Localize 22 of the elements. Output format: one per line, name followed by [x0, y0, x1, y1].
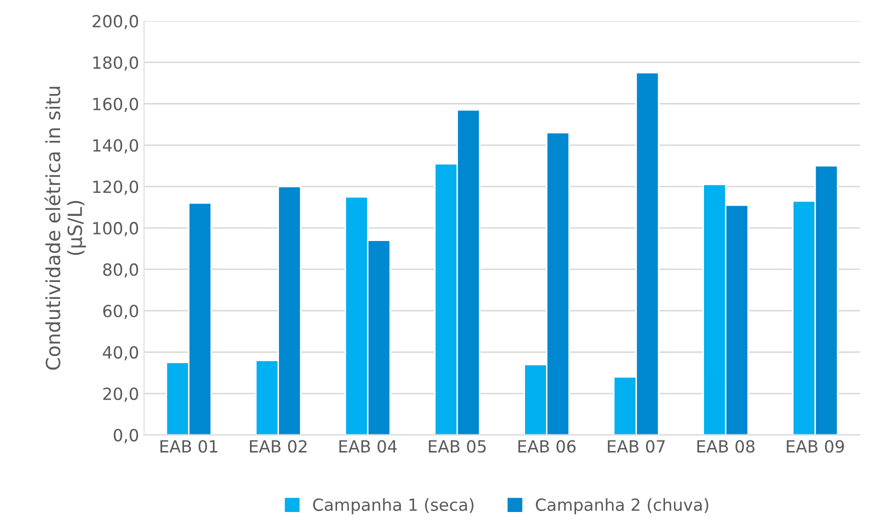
legend-label: Campanha 2 (chuva)	[536, 498, 708, 514]
y-axis-title: Condutividade elétrica in situ (µS/L)	[44, 86, 86, 370]
x-tick-label: EAB 07	[608, 440, 665, 453]
x-tick-label: EAB 01	[160, 440, 218, 453]
x-tick-label: EAB 09	[786, 440, 844, 453]
x-tick-label: EAB 02	[250, 440, 307, 453]
x-tick-label: EAB 05	[428, 440, 486, 453]
x-tick-label: EAB 08	[697, 440, 754, 453]
y-tick-label: 140,0	[93, 139, 138, 154]
y-tick-label: 60,0	[103, 304, 138, 319]
legend-label: Campanha 1 (seca)	[313, 498, 474, 514]
y-tick-label: 20,0	[103, 387, 138, 402]
y-tick-label: 200,0	[92, 14, 138, 30]
y-tick-label: 0,0	[114, 428, 138, 444]
y-tick-label: 80,0	[103, 263, 138, 278]
x-tick-label: EAB 06	[518, 440, 576, 453]
y-tick-label: 40,0	[102, 346, 138, 360]
y-tick-label: 160,0	[93, 98, 138, 112]
x-tick-label: EAB 04	[339, 440, 397, 453]
y-tick-label: 180,0	[93, 56, 138, 71]
y-tick-label: 100,0	[93, 222, 138, 236]
y-tick-label: 120,0	[93, 180, 138, 195]
